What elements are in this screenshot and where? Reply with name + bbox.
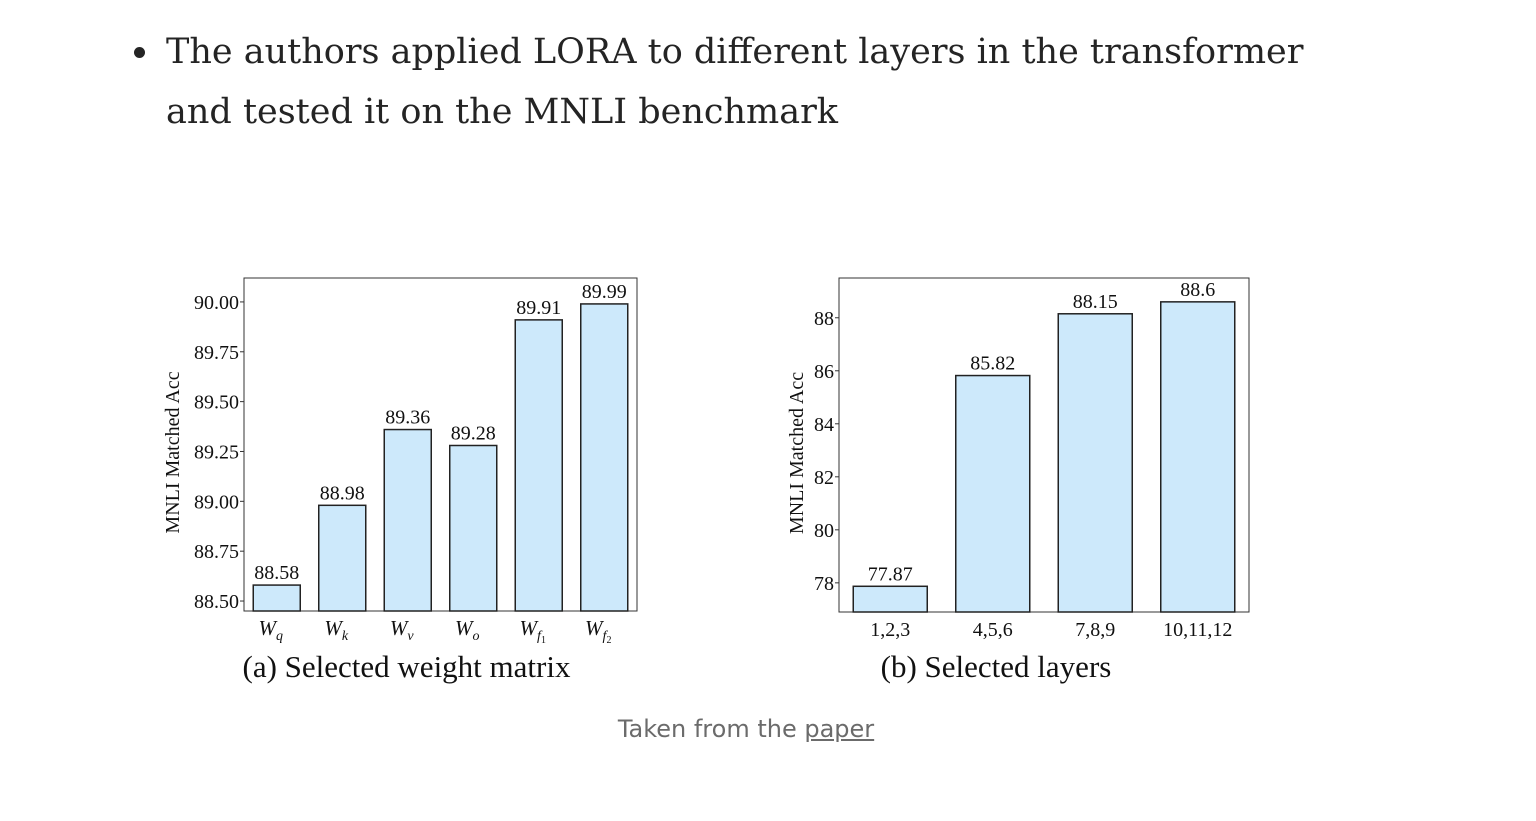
bar-value-label: 89.36 — [385, 407, 430, 429]
bar-value-label: 88.58 — [254, 562, 299, 584]
y-axis-label: MNLI Matched Acc — [162, 371, 184, 533]
plot-frame — [243, 277, 638, 612]
x-tick-label: Wv — [390, 616, 415, 644]
x-tick-label: Wf1 — [520, 616, 546, 646]
bar — [955, 374, 1031, 613]
x-tick-label: 7,8,9 — [1075, 619, 1115, 641]
y-tick-label: 80 — [814, 520, 834, 542]
bar-value-label: 85.82 — [970, 353, 1015, 375]
y-tick-label: 84 — [814, 414, 834, 436]
bar-value-label: 88.6 — [1180, 279, 1215, 301]
bar-value-label: 89.99 — [582, 281, 627, 303]
bar-value-label: 89.91 — [516, 297, 561, 319]
bar-value-label: 88.15 — [1073, 291, 1118, 313]
y-tick-label: 88.50 — [194, 591, 239, 613]
bar-value-label: 89.28 — [451, 422, 496, 444]
y-axis-label: MNLI Matched Acc — [786, 372, 808, 534]
y-tick-label: 89.00 — [194, 491, 239, 513]
y-tick-label: 89.50 — [194, 392, 239, 414]
bar — [383, 428, 432, 612]
paper-link[interactable]: paper — [804, 715, 875, 743]
x-tick-label: Wq — [259, 616, 284, 644]
x-tick-label: 1,2,3 — [870, 619, 910, 641]
bullet-text: The authors applied LORA to different la… — [166, 32, 1304, 132]
bar — [1057, 313, 1133, 613]
chart-b: 78 80 82 84 86 88 MNLI Matched Acc 77.87 1,2,3 85… — [786, 277, 1250, 684]
x-tick-label: Wo — [455, 616, 480, 644]
bar — [514, 319, 563, 612]
bar — [852, 585, 928, 613]
bullet-dot-icon — [134, 47, 145, 58]
bar-value-label: 77.87 — [868, 563, 913, 585]
bullet-list: The authors applied LORA to different la… — [130, 22, 1330, 142]
plot-frame — [838, 277, 1250, 613]
y-tick-label: 86 — [814, 361, 834, 383]
bar — [1160, 301, 1236, 613]
x-tick-label: Wf2 — [585, 616, 611, 646]
x-tick-label: 4,5,6 — [973, 619, 1013, 641]
x-tick-label: Wk — [324, 616, 349, 644]
bullet-item: The authors applied LORA to different la… — [130, 22, 1330, 142]
chart-a: 88.50 88.75 89.00 89.25 89.50 89.75 90.00 MNLI … — [162, 277, 638, 684]
figure-caption: Taken from the paper — [0, 715, 1492, 743]
subplot-title: (a) Selected weight matrix — [243, 649, 571, 684]
y-tick-label: 88.75 — [194, 541, 239, 563]
figure-charts: 88.50 88.75 89.00 89.25 89.50 89.75 90.00 MNLI … — [162, 277, 1250, 684]
y-tick-label: 88 — [814, 308, 834, 330]
y-tick-label: 89.75 — [194, 342, 239, 364]
bar — [318, 504, 367, 612]
figure: 88.50 88.75 89.00 89.25 89.50 89.75 90.00 MNLI … — [155, 270, 1265, 695]
bar — [449, 444, 498, 612]
bar — [252, 584, 301, 612]
x-tick-label: 10,11,12 — [1163, 619, 1232, 641]
y-tick-label: 90.00 — [194, 292, 239, 314]
bar-value-label: 88.98 — [320, 482, 365, 504]
y-tick-label: 78 — [814, 573, 834, 595]
y-tick-label: 89.25 — [194, 441, 239, 463]
bar — [580, 303, 629, 612]
caption-text: Taken from the — [617, 715, 805, 743]
y-tick-label: 82 — [814, 467, 834, 489]
subplot-title: (b) Selected layers — [881, 649, 1112, 684]
